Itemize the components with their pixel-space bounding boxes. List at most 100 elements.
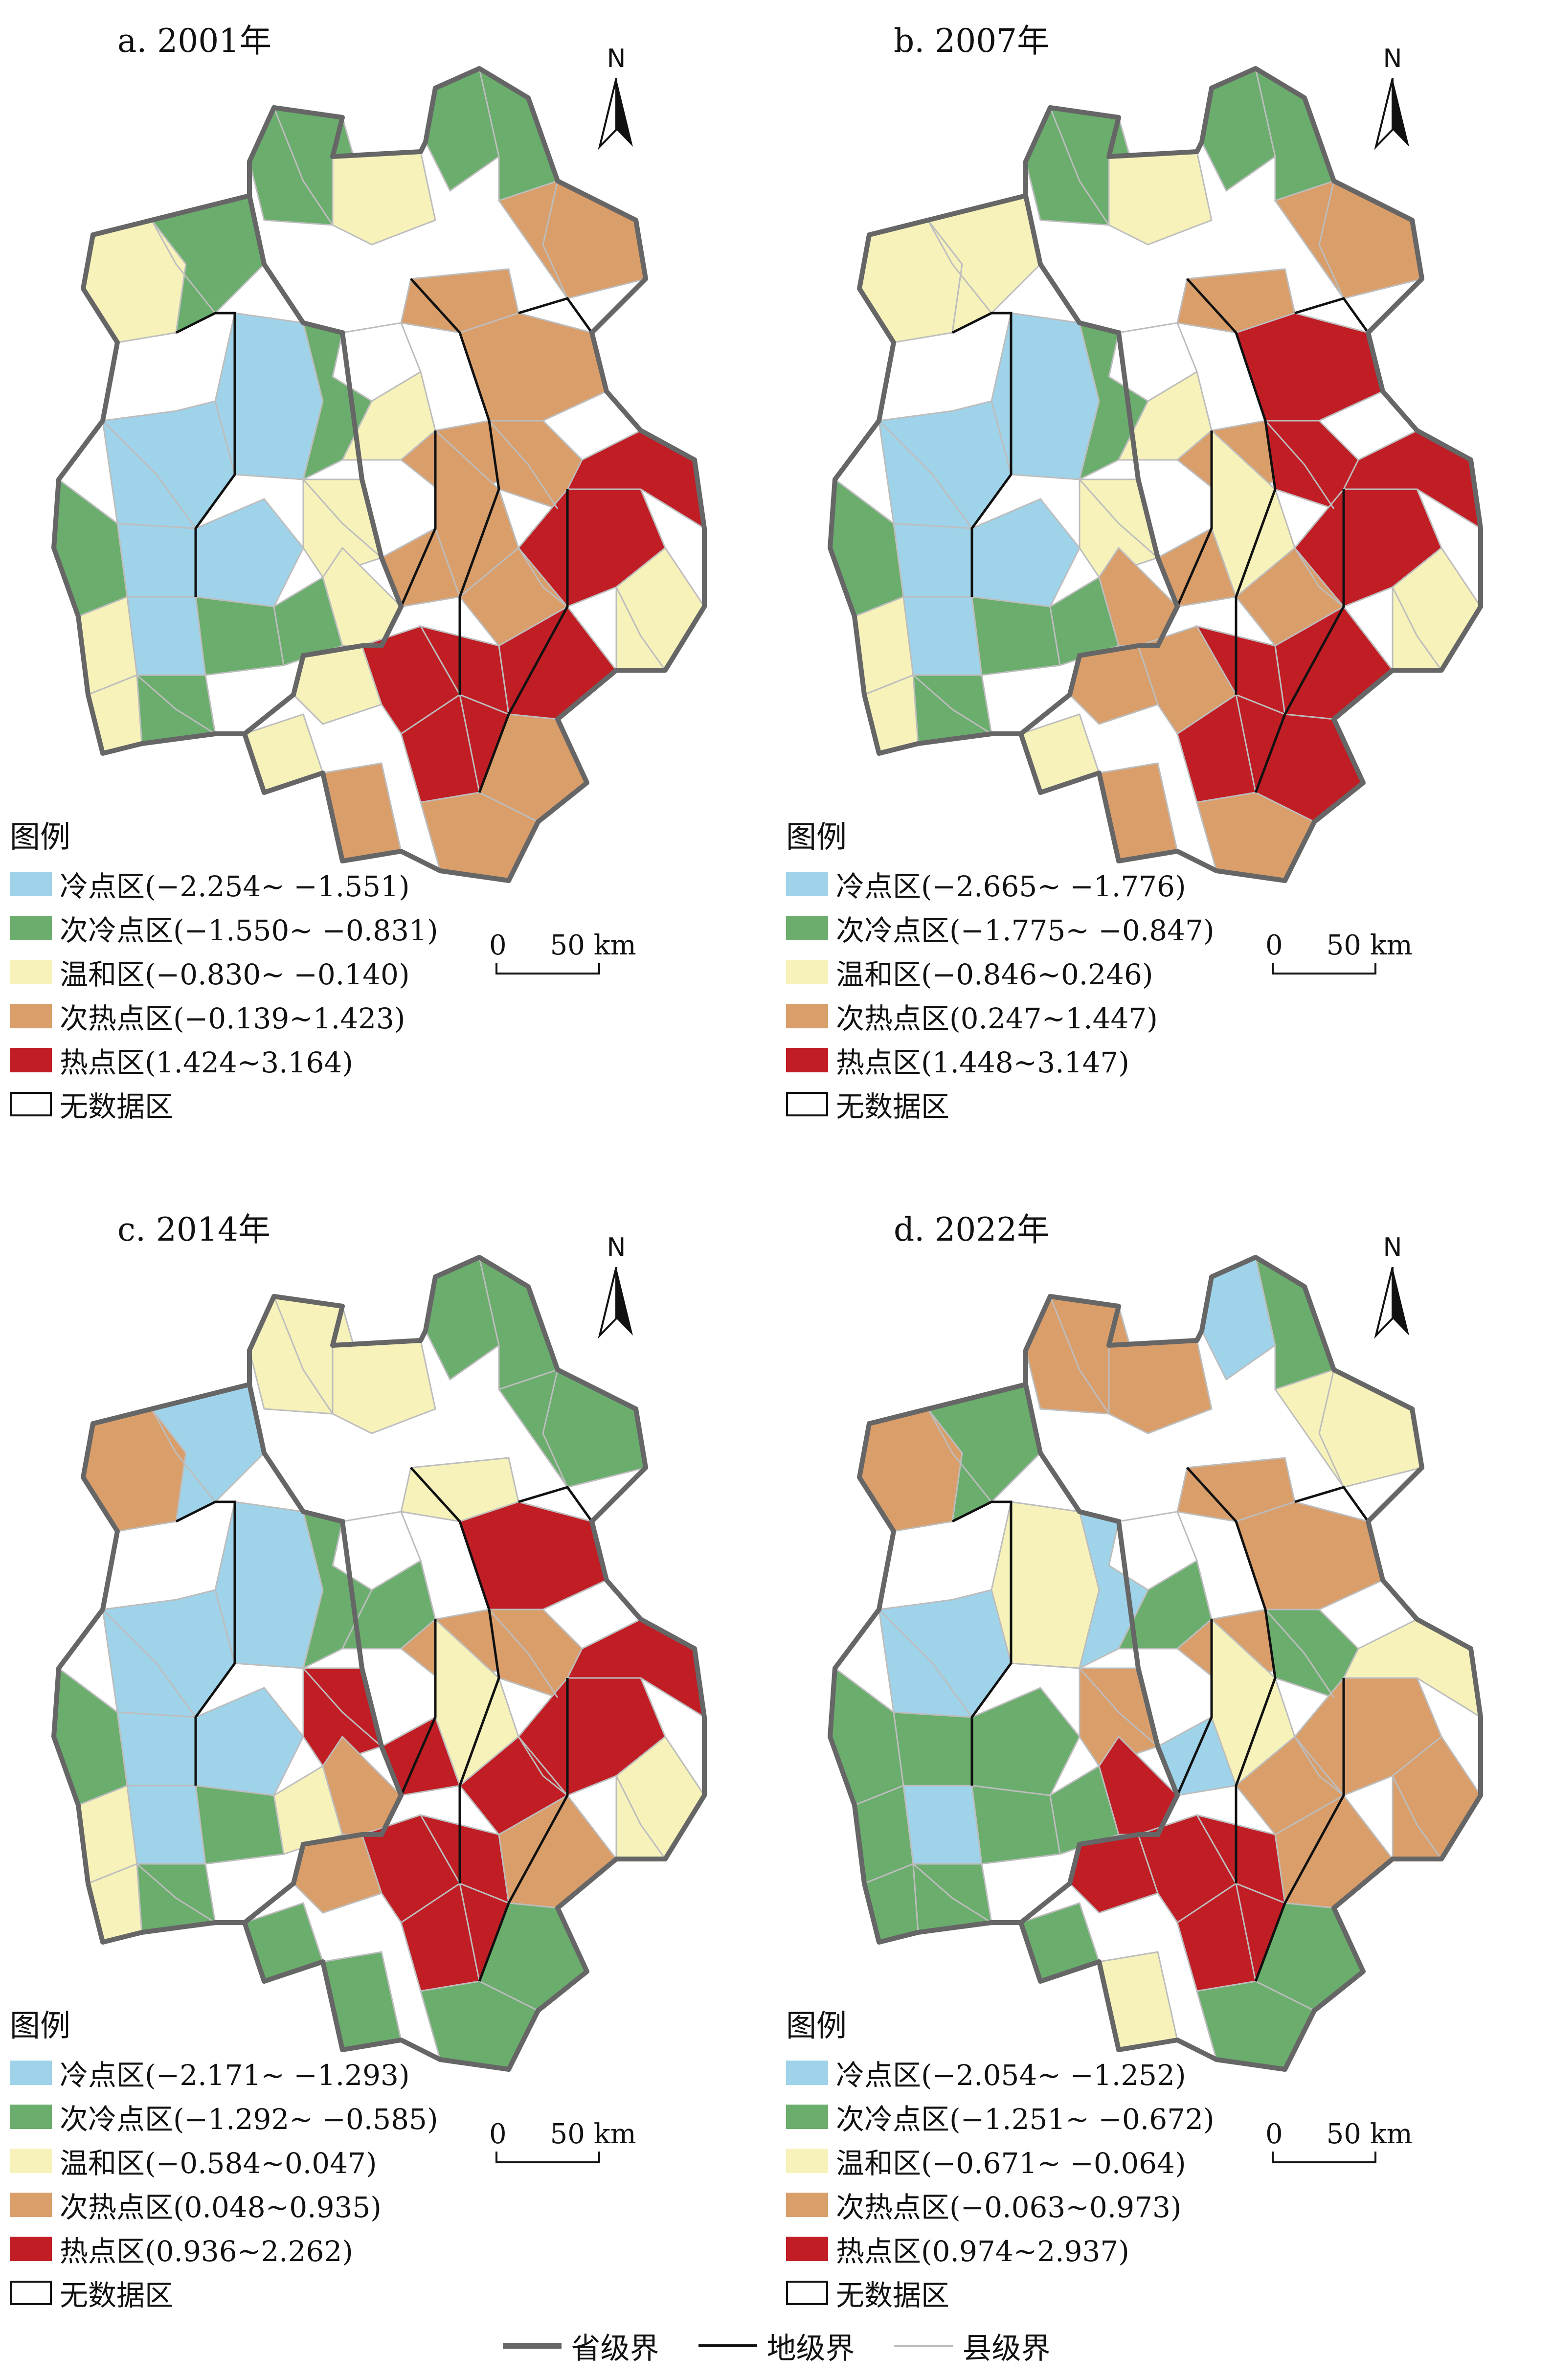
- county-boundary-legend: 县级界: [894, 2325, 1051, 2367]
- legend-item-hot: 热点区(1.424~3.164): [10, 1038, 438, 1082]
- legend-item-subcold: 次冷点区(−1.251~ −0.672): [786, 2095, 1215, 2139]
- city-line-symbol: [698, 2344, 757, 2347]
- scale-label: 0 50 km: [1265, 929, 1413, 961]
- region-14-subhot: [1235, 1501, 1384, 1610]
- legend-item-cold: 冷点区(−2.665~ −1.776): [786, 862, 1215, 906]
- north-arrow-icon: N: [1358, 1233, 1427, 1345]
- region-2-mild: [332, 151, 436, 246]
- region-10-cold: [878, 1589, 1012, 1718]
- legend-item-subcold: 次冷点区(−1.550~ −0.831): [10, 906, 438, 950]
- legend-item-subhot: 次热点区(−0.139~1.423): [10, 994, 438, 1038]
- province-boundary-inner: [243, 195, 404, 736]
- county-boundary: [927, 220, 992, 314]
- county-boundary: [136, 1863, 216, 1924]
- legend-swatch: [786, 2281, 828, 2305]
- region-24-subcold: [195, 1785, 285, 1865]
- legend-label: 温和区(−0.830~ −0.140): [60, 958, 410, 991]
- province-boundary-legend: 省级界: [502, 2325, 659, 2367]
- region-17-subcold: [971, 1687, 1080, 1796]
- north-arrow-icon: N: [582, 1233, 651, 1345]
- region-10-cold: [102, 1589, 236, 1718]
- region-17-cold: [195, 498, 304, 608]
- region-23-cold: [902, 596, 983, 676]
- region-17-cold: [195, 1687, 304, 1796]
- county-boundary: [518, 1736, 568, 1796]
- city-boundary: [1254, 1678, 1345, 1982]
- legend-label: 次冷点区(−1.292~ −0.585): [60, 2103, 438, 2136]
- province-line-symbol: [502, 2343, 562, 2349]
- region-16-cold: [116, 522, 197, 598]
- region-6-subcold: [497, 1369, 647, 1488]
- legend-item-cold: 冷点区(−2.254~ −1.551): [10, 862, 438, 906]
- legend-swatch: [10, 2193, 52, 2217]
- county-boundary: [1079, 479, 1158, 559]
- city-boundary: [175, 312, 236, 597]
- city-boundary: [478, 1678, 569, 1982]
- legend-label: 无数据区: [60, 1090, 174, 1123]
- legend-swatch: [10, 872, 52, 896]
- city-boundary: [1176, 431, 1213, 608]
- panel-title: c. 2014年: [117, 1211, 270, 1248]
- region-23-cold: [126, 596, 206, 676]
- legend-swatch: [10, 2281, 52, 2305]
- choropleth-map: [51, 66, 707, 883]
- city-boundary: [175, 1500, 236, 1786]
- map-legend: 图例冷点区(−2.665~ −1.776) 次冷点区(−1.775~ −0.847…: [786, 812, 1215, 1126]
- city-boundary: [1186, 278, 1277, 695]
- county-boundary: [913, 674, 992, 735]
- legend-item-nodata: 无数据区: [786, 2271, 1215, 2315]
- county-boundary: [273, 1296, 334, 1414]
- legend-item-hot: 热点区(0.974~2.937): [786, 2227, 1215, 2271]
- city-boundary: [1176, 1619, 1213, 1796]
- city-boundary: [1294, 297, 1370, 334]
- legend-label: 次热点区(0.048~0.935): [60, 2191, 382, 2224]
- province-boundary-inner: [243, 1383, 404, 1925]
- legend-title: 图例: [786, 819, 847, 855]
- legend-item-subcold: 次冷点区(−1.775~ −0.847): [786, 906, 1215, 950]
- legend-item-mild: 温和区(−0.830~ −0.140): [10, 950, 438, 994]
- legend-label: 热点区(0.974~2.937): [836, 2235, 1129, 2268]
- legend-label: 冷点区(−2.171~ −1.293): [60, 2059, 410, 2092]
- north-arrow-icon: N: [1358, 44, 1427, 157]
- county-boundary: [102, 1609, 197, 1718]
- province-boundary-outline: [828, 66, 1483, 883]
- city-boundary: [400, 431, 437, 608]
- map-panel-0: a. 2001年 N 图例 冷点区(−2.254~ −1.551) 次冷点区(−1.55…: [0, 0, 776, 1174]
- legend-label: 次热点区(−0.139~1.423): [60, 1002, 405, 1035]
- county-boundary: [1318, 1369, 1345, 1488]
- county-boundary: [927, 1408, 992, 1502]
- map-panel-1: b. 2007年 N 图例 冷点区(−2.665~ −1.776) 次冷点区(−1.77…: [776, 0, 1553, 1174]
- legend-swatch: [786, 2193, 828, 2217]
- city-boundary: [1186, 1467, 1277, 1883]
- map-legend: 图例 冷点区(−2.171~ −1.293) 次冷点区(−1.292~ −0.585…: [10, 2001, 438, 2315]
- county-boundary: [1235, 1883, 1257, 1982]
- city-boundary: [518, 1486, 593, 1522]
- legend-label: 次冷点区(−1.251~ −0.672): [836, 2103, 1215, 2136]
- region-23-cold: [126, 1785, 206, 1865]
- north-label: N: [1383, 44, 1402, 73]
- county-boundary: [542, 181, 568, 299]
- legend-title: 图例: [10, 819, 71, 855]
- county-boundary: [1264, 420, 1335, 509]
- legend-swatch: [10, 2237, 52, 2261]
- county-boundary: [136, 674, 216, 735]
- region-6-subhot: [497, 180, 647, 299]
- county-boundary: [151, 220, 216, 314]
- legend-label: 温和区(−0.671~ −0.064): [836, 2147, 1186, 2180]
- legend-swatch: [786, 960, 828, 984]
- north-arrow-icon: N: [582, 44, 651, 157]
- county-boundary-label: 县级界: [962, 2331, 1051, 2366]
- legend-label: 次热点区(−0.063~0.973): [836, 2191, 1182, 2224]
- legend-swatch: [786, 2105, 828, 2129]
- legend-item-nodata: 无数据区: [10, 2271, 438, 2315]
- region-2-mild: [332, 1339, 436, 1434]
- legend-swatch: [10, 2061, 52, 2085]
- province-boundary-label: 省级界: [571, 2331, 659, 2366]
- choropleth-map: [828, 66, 1483, 883]
- region-6-mild: [1274, 1369, 1423, 1488]
- region-14-hot: [1235, 312, 1384, 422]
- north-label: N: [607, 1233, 626, 1262]
- region-2-subhot: [1108, 1339, 1213, 1434]
- legend-swatch: [10, 1004, 52, 1028]
- legend-label: 冷点区(−2.665~ −1.776): [836, 870, 1186, 903]
